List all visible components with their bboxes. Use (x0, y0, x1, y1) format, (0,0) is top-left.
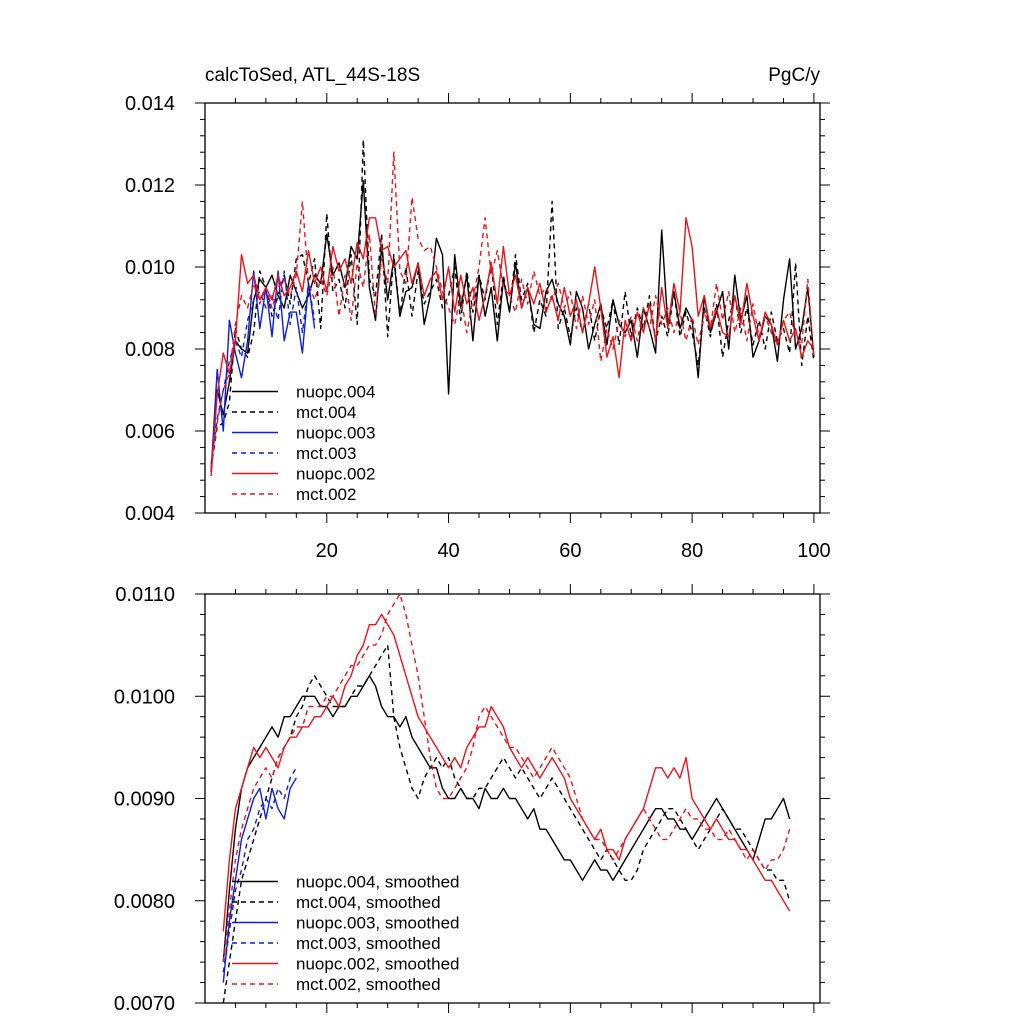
series-line-nuopc-003-smoothed (222, 777, 297, 983)
y-tick-label: 0.006 (125, 421, 175, 443)
legend-label: nuopc.002, smoothed (296, 955, 460, 974)
series-line-nuopc-002-smoothed (222, 613, 791, 932)
chart-bottom-smoothed: 0.0070 0.0080 0.0090 0.0100 0.0110 nuopc.004,… (114, 584, 830, 1015)
x-tick-label: 20 (316, 540, 338, 562)
plot-frame (204, 102, 821, 514)
y-tick-label: 0.012 (125, 175, 175, 197)
y-tick-label: 0.0080 (114, 891, 175, 913)
chart-title: calcToSed, ATL_44S-18S (205, 65, 420, 86)
legend-label: mct.003 (296, 444, 356, 463)
y-tick-label: 0.0070 (114, 993, 175, 1015)
chart-top-raw: 20 40 60 80 100 0.004 0.006 0.008 0.010 0.012 0.01… (125, 65, 831, 562)
y-tick-label: 0.004 (125, 503, 175, 525)
x-tick-label: 100 (797, 540, 830, 562)
legend-label: nuopc.002 (296, 465, 375, 484)
series-line-mct-004-smoothed (222, 644, 791, 1004)
series-line-mct-003 (210, 270, 316, 464)
series-line-nuopc-004-smoothed (222, 675, 791, 963)
x-tick-label: 80 (681, 540, 703, 562)
legend-label: mct.002 (296, 485, 356, 504)
legend-label: nuopc.004 (296, 383, 375, 402)
y-tick-label: 0.0100 (114, 686, 175, 708)
legend-label: mct.004, smoothed (296, 893, 441, 912)
y-tick-label: 0.008 (125, 339, 175, 361)
series-line-mct-002-smoothed (222, 593, 791, 963)
legend-label: mct.004 (296, 403, 356, 422)
series-line-nuopc-002 (210, 217, 815, 477)
series-line-mct-002 (210, 151, 815, 468)
legend-label: mct.002, smoothed (296, 975, 441, 994)
series-line-mct-003-smoothed (222, 767, 297, 973)
series-line-nuopc-003 (210, 270, 316, 473)
x-tick-label: 40 (437, 540, 459, 562)
legend-label: nuopc.004, smoothed (296, 873, 460, 892)
y-tick-label: 0.010 (125, 257, 175, 279)
legend-label: nuopc.003 (296, 424, 375, 443)
legend-label: nuopc.003, smoothed (296, 914, 460, 933)
y-tick-label: 0.0090 (114, 789, 175, 811)
y-tick-label: 0.0110 (115, 584, 175, 606)
units-label: PgC/y (768, 65, 820, 86)
legend-label: mct.003, smoothed (296, 934, 441, 953)
y-tick-label: 0.014 (125, 93, 175, 115)
x-tick-label: 60 (559, 540, 581, 562)
